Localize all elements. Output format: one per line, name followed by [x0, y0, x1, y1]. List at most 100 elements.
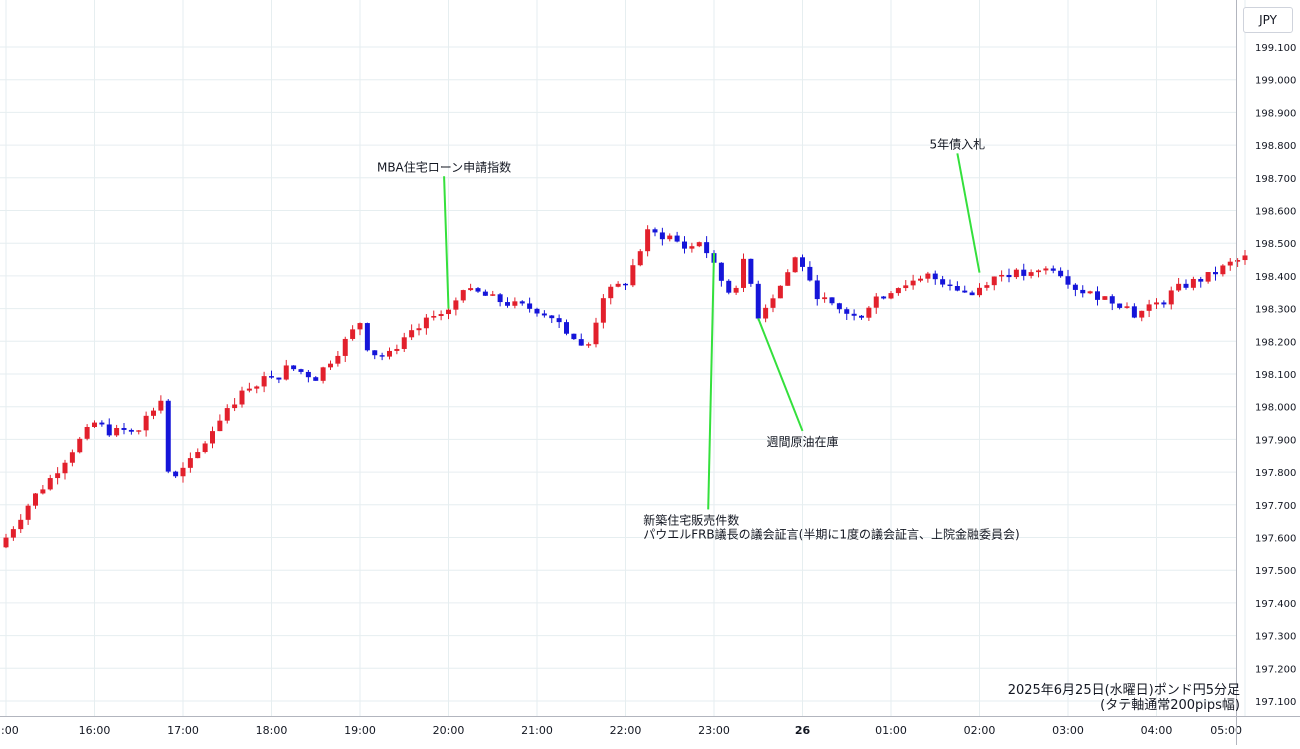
- candle-body: [55, 473, 61, 479]
- candle-body: [814, 280, 820, 300]
- x-tick-label: 21:00: [521, 724, 553, 737]
- candle-body: [925, 273, 931, 279]
- candle-body: [667, 235, 673, 240]
- candle-body: [836, 303, 842, 310]
- candle-body: [246, 388, 252, 391]
- x-tick-label: 02:00: [964, 724, 996, 737]
- y-tick-label: 197.200: [1255, 664, 1296, 675]
- candle-body: [291, 365, 297, 370]
- annotation-leader-line: [443, 176, 450, 309]
- candle-body: [401, 337, 407, 349]
- candle-body: [534, 308, 540, 314]
- candle-body: [859, 315, 864, 318]
- candle-body: [866, 307, 872, 318]
- x-tick-label: 03:00: [1052, 724, 1084, 737]
- candle-body: [873, 296, 879, 308]
- candle-body: [453, 300, 459, 310]
- candle-body: [165, 400, 171, 472]
- annotation-leader-line: [707, 252, 715, 510]
- candle-body: [3, 537, 9, 548]
- caption-line-1: 2025年6月25日(水曜日)ポンド円5分足: [1007, 683, 1240, 698]
- candle-body: [519, 301, 525, 304]
- y-tick-label: 198.000: [1255, 403, 1296, 414]
- candle-body: [468, 288, 474, 291]
- candle-body: [173, 471, 179, 477]
- candle-body: [630, 265, 636, 286]
- candle-body: [379, 355, 385, 357]
- candle-body: [600, 298, 606, 323]
- candle-body: [556, 318, 562, 323]
- candle-body: [593, 322, 599, 345]
- y-tick-label: 198.500: [1255, 239, 1296, 250]
- candle-body: [674, 235, 680, 242]
- candle-body: [918, 278, 923, 281]
- x-tick-label: 19:00: [344, 724, 376, 737]
- candle-body: [881, 296, 887, 299]
- candle-body: [1036, 270, 1041, 273]
- candle-body: [143, 415, 149, 431]
- candle-body: [763, 307, 769, 319]
- grid-layer: [0, 0, 1246, 716]
- candle-body: [328, 363, 333, 368]
- y-tick-label: 199.100: [1255, 43, 1296, 54]
- candle-body: [991, 276, 997, 286]
- annotation-label: 週間原油在庫: [766, 435, 838, 449]
- candle-body: [586, 344, 592, 346]
- candle-body: [84, 427, 90, 439]
- candle-body: [416, 328, 422, 331]
- candle-body: [932, 273, 938, 280]
- candle-body: [505, 302, 510, 306]
- candle-body: [298, 369, 304, 372]
- candle-body: [364, 323, 370, 351]
- candle-body: [999, 274, 1005, 277]
- candle-body: [637, 251, 643, 266]
- candle-body: [851, 313, 857, 316]
- candle-body: [1198, 278, 1204, 282]
- chart-caption: 2025年6月25日(水曜日)ポンド円5分足 (タテ軸通常200pips幅): [1008, 683, 1240, 713]
- candle-body: [446, 309, 451, 315]
- candle-body: [18, 519, 24, 530]
- candle-layer: [3, 225, 1248, 549]
- x-tick-label: 22:00: [610, 724, 642, 737]
- annotation-label: MBA住宅ローン申請指数: [377, 159, 511, 174]
- candle-body: [254, 386, 260, 389]
- currency-badge[interactable]: JPY: [1243, 7, 1293, 33]
- candle-body: [682, 241, 687, 249]
- candle-body: [564, 322, 569, 334]
- caption-line-2: (タテ軸通常200pips幅): [1100, 698, 1240, 713]
- x-tick-label: 05:00: [1210, 724, 1242, 737]
- candle-body: [726, 280, 732, 293]
- candle-body: [357, 323, 363, 330]
- candle-body: [1168, 290, 1174, 305]
- candle-body: [69, 452, 75, 463]
- candle-body: [350, 329, 356, 339]
- y-tick-label: 198.300: [1255, 305, 1296, 316]
- candle-body: [224, 408, 230, 421]
- candle-body: [283, 365, 289, 380]
- candle-body: [1021, 269, 1027, 276]
- candle-body: [482, 291, 488, 296]
- candle-body: [785, 272, 791, 286]
- candle-body: [276, 377, 282, 380]
- candle-body: [409, 330, 415, 338]
- candle-body: [1146, 304, 1152, 311]
- x-tick-label: 04:00: [1141, 724, 1173, 737]
- candle-body: [1205, 272, 1211, 282]
- candle-body: [800, 257, 805, 267]
- candle-body: [829, 297, 835, 304]
- y-tick-label: 198.100: [1255, 370, 1296, 381]
- candle-body: [733, 287, 739, 293]
- candle-body: [844, 309, 850, 314]
- x-tick-label: 01:00: [875, 724, 907, 737]
- candle-body: [571, 333, 577, 340]
- candle-body: [549, 315, 555, 319]
- candle-body: [1058, 270, 1064, 277]
- candle-body: [320, 367, 326, 381]
- candle-body: [1072, 284, 1078, 290]
- y-tick-label: 197.400: [1255, 599, 1296, 610]
- candle-body: [1006, 274, 1012, 278]
- candle-body: [541, 313, 547, 316]
- candle-body: [1213, 272, 1218, 275]
- x-tick-label: 17:00: [167, 724, 199, 737]
- candle-body: [527, 303, 533, 309]
